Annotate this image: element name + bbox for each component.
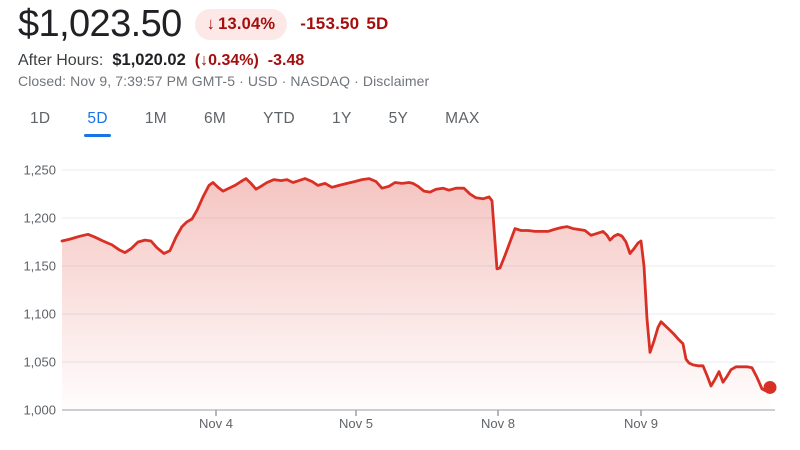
- tab-ytd[interactable]: YTD: [263, 110, 296, 127]
- change-percent-badge: ↓ 13.04%: [194, 8, 288, 40]
- after-hours-price: $1,020.02: [112, 51, 186, 69]
- after-hours-label: After Hours:: [18, 52, 104, 69]
- change-percent: 13.04%: [218, 14, 276, 33]
- x-axis-label: Nov 5: [339, 416, 373, 431]
- price-chart[interactable]: 1,250 1,200 1,150 1,100 1,050 1,000 Nov 4 Nov 5…: [0, 145, 800, 445]
- down-arrow-icon: ↓: [206, 14, 216, 33]
- after-hours-change: -3.48: [267, 52, 305, 69]
- tab-5y[interactable]: 5Y: [388, 110, 409, 127]
- after-hours-percent: (↓0.34%): [194, 52, 259, 69]
- x-axis-label: Nov 4: [199, 416, 233, 431]
- tab-1d[interactable]: 1D: [30, 110, 51, 127]
- price-line: [60, 177, 772, 393]
- price-area-fill: [62, 178, 770, 410]
- y-axis-label: 1,150: [23, 259, 56, 274]
- tab-5d[interactable]: 5D: [84, 110, 112, 137]
- y-axis-label: 1,200: [23, 211, 56, 226]
- y-axis-label: 1,050: [23, 355, 56, 370]
- y-axis-label: 1,250: [23, 163, 56, 178]
- y-axis-label: 1,000: [23, 403, 56, 418]
- tab-max[interactable]: MAX: [445, 110, 480, 127]
- price-header: $1,023.50 ↓ 13.04% -153.50 5D: [18, 2, 388, 46]
- tab-1m[interactable]: 1M: [144, 110, 167, 127]
- x-axis-label: Nov 9: [624, 416, 658, 431]
- stock-price: $1,023.50: [18, 3, 182, 45]
- change-amount-group: -153.50 5D: [300, 14, 388, 34]
- change-period: 5D: [366, 14, 389, 33]
- market-status-text: Closed: Nov 9, 7:39:57 PM GMT-5 · USD · …: [18, 73, 363, 89]
- price-chart-svg: 1,250 1,200 1,150 1,100 1,050 1,000 Nov 4 Nov 5…: [23, 163, 777, 431]
- tab-1y[interactable]: 1Y: [332, 110, 352, 127]
- last-price-dot: [763, 380, 777, 394]
- x-axis-label: Nov 8: [481, 416, 515, 431]
- y-axis-label: 1,100: [23, 307, 56, 322]
- change-amount: -153.50: [300, 14, 360, 33]
- tab-6m[interactable]: 6M: [203, 110, 227, 127]
- time-range-tabs: 1D 5D 1M 6M YTD 1Y 5Y MAX: [30, 110, 480, 137]
- after-hours-row: After Hours: $1,020.02 (↓0.34%) -3.48: [18, 51, 304, 70]
- market-status-line: Closed: Nov 9, 7:39:57 PM GMT-5 · USD · …: [18, 73, 429, 89]
- disclaimer-link[interactable]: Disclaimer: [362, 73, 430, 89]
